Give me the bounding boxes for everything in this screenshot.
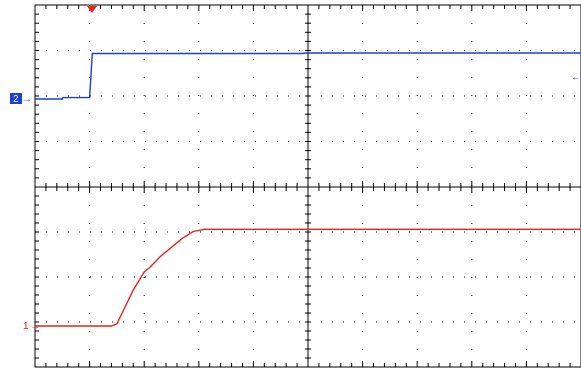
ch1-marker-label: 1 <box>23 321 29 332</box>
ch2-marker-badge[interactable] <box>10 93 22 104</box>
trace-channel-1 <box>35 228 581 327</box>
markers: 2 → ← 1 → <box>10 6 581 332</box>
trigger-marker-icon[interactable] <box>87 6 97 13</box>
ch2-offscreen-arrow-icon: ← <box>571 72 581 83</box>
traces <box>35 52 581 327</box>
ch1-marker-arrow-icon[interactable]: → <box>30 321 40 332</box>
ch2-marker-label: 2 <box>13 94 19 105</box>
graticule <box>34 4 581 368</box>
ch2-marker-arrow-icon: → <box>22 94 32 105</box>
trace-channel-2 <box>35 52 581 100</box>
